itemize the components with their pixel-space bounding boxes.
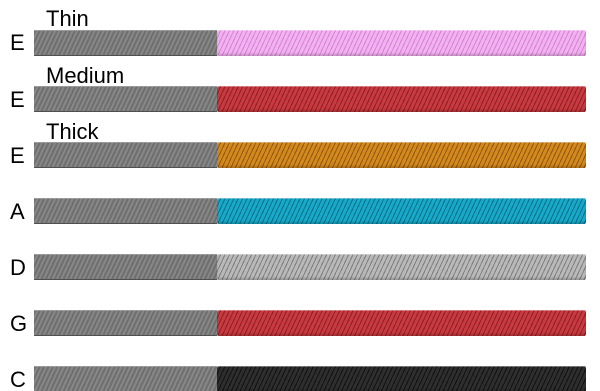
string-base-segment [34, 310, 217, 336]
string-base-segment [34, 254, 217, 280]
string-color-segment[interactable] [217, 310, 586, 336]
string-letter: C [10, 367, 26, 391]
string-base-segment [34, 366, 217, 391]
string-base-segment [34, 142, 217, 168]
string-color-segment[interactable] [217, 254, 586, 280]
string-color-segment[interactable] [217, 366, 586, 391]
string-letter: G [10, 311, 28, 336]
string-size-label: Thin [46, 6, 89, 31]
string-base-segment [34, 198, 217, 224]
string-letter: E [10, 87, 25, 112]
string-color-segment[interactable] [217, 30, 586, 56]
string-base-segment [34, 30, 217, 56]
string-letter: E [10, 30, 25, 55]
string-size-label: Thick [46, 119, 99, 144]
string-color-segment[interactable] [217, 198, 586, 224]
string-base-segment [34, 86, 217, 112]
string-color-segment[interactable] [217, 86, 586, 112]
string-letter: D [10, 255, 26, 280]
string-size-label: Medium [46, 63, 125, 88]
string-letter: A [10, 199, 25, 224]
string-color-segment[interactable] [217, 142, 586, 168]
string-letter: E [10, 143, 25, 168]
